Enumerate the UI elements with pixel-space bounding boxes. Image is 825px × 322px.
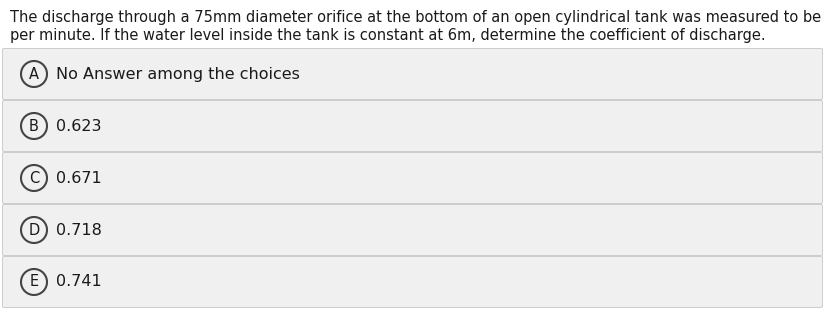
FancyBboxPatch shape	[2, 153, 823, 204]
FancyBboxPatch shape	[2, 100, 823, 151]
Text: 0.741: 0.741	[56, 274, 101, 289]
Circle shape	[21, 61, 47, 87]
Text: C: C	[29, 171, 39, 185]
Circle shape	[21, 165, 47, 191]
FancyBboxPatch shape	[2, 257, 823, 308]
Text: No Answer among the choices: No Answer among the choices	[56, 67, 299, 81]
Text: per minute. If the water level inside the tank is constant at 6m, determine the : per minute. If the water level inside th…	[10, 28, 766, 43]
Text: E: E	[30, 274, 39, 289]
Text: The discharge through a 75mm diameter orifice at the bottom of an open cylindric: The discharge through a 75mm diameter or…	[10, 10, 825, 25]
Circle shape	[21, 269, 47, 295]
Text: B: B	[29, 118, 39, 134]
Text: A: A	[29, 67, 39, 81]
Text: D: D	[28, 223, 40, 238]
Text: 0.718: 0.718	[56, 223, 101, 238]
Circle shape	[21, 113, 47, 139]
FancyBboxPatch shape	[2, 49, 823, 99]
Text: 0.671: 0.671	[56, 171, 101, 185]
FancyBboxPatch shape	[2, 204, 823, 255]
Circle shape	[21, 217, 47, 243]
Text: 0.623: 0.623	[56, 118, 101, 134]
